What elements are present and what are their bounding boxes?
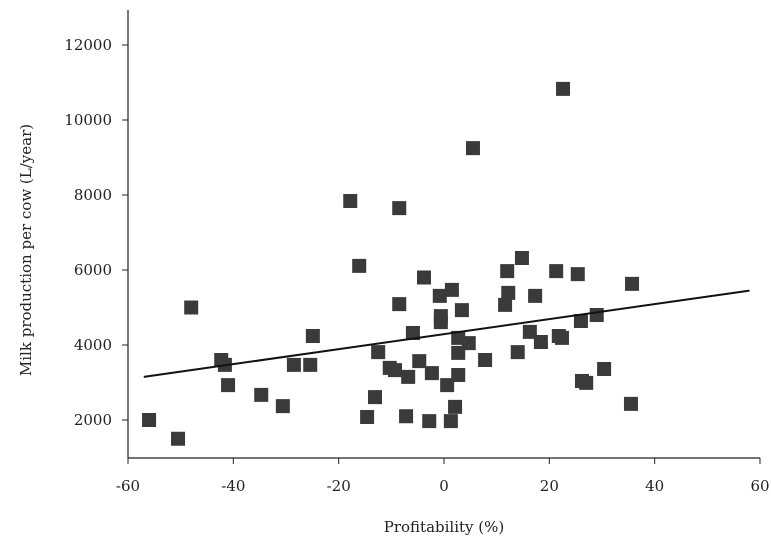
- trend-line: [143, 289, 750, 378]
- point: [451, 330, 466, 345]
- point: [399, 409, 414, 424]
- y-tick-label: 12000: [64, 36, 112, 54]
- x-tick-label: -60: [116, 477, 140, 495]
- point: [303, 357, 318, 372]
- point: [533, 335, 548, 349]
- point: [597, 362, 612, 376]
- point: [433, 315, 448, 330]
- point: [500, 264, 515, 279]
- x-tick-label: 0: [439, 477, 449, 495]
- point: [448, 399, 463, 414]
- point: [514, 251, 529, 265]
- point: [478, 353, 493, 367]
- point: [501, 285, 516, 300]
- point: [392, 201, 407, 216]
- point: [528, 288, 543, 303]
- point: [454, 303, 469, 318]
- x-tick-label: 20: [540, 477, 559, 495]
- x-tick-label: 40: [645, 477, 664, 495]
- point: [343, 194, 358, 208]
- y-tick-label: 10000: [64, 111, 112, 129]
- y-tick-label: 2000: [74, 411, 112, 429]
- point: [510, 345, 525, 360]
- point: [416, 270, 431, 285]
- point: [401, 369, 416, 384]
- point: [522, 324, 537, 339]
- y-tick-label: 6000: [74, 261, 112, 279]
- point: [556, 81, 571, 96]
- point: [579, 375, 594, 390]
- x-tick-label: -20: [327, 477, 351, 495]
- point: [451, 368, 466, 382]
- point: [221, 378, 236, 393]
- point: [461, 336, 476, 351]
- point: [440, 378, 455, 393]
- point: [388, 363, 403, 378]
- point: [465, 141, 480, 156]
- point: [623, 396, 638, 411]
- x-axis-label: Profitability (%): [384, 518, 505, 536]
- point: [570, 267, 585, 282]
- point: [254, 387, 269, 402]
- point: [573, 314, 588, 328]
- x-tick-label: -40: [221, 477, 245, 495]
- point: [286, 357, 301, 372]
- point: [142, 413, 157, 427]
- point: [554, 330, 569, 345]
- point: [444, 282, 459, 297]
- y-tick-label: 8000: [74, 186, 112, 204]
- point: [498, 297, 513, 312]
- x-tick-label: 60: [750, 477, 769, 495]
- point: [625, 276, 640, 291]
- point: [412, 354, 427, 369]
- point: [549, 264, 564, 279]
- point: [305, 329, 320, 343]
- point: [443, 414, 458, 429]
- point: [424, 366, 439, 381]
- point: [171, 431, 186, 446]
- point: [451, 345, 466, 360]
- point: [371, 345, 386, 360]
- point: [184, 300, 199, 315]
- point: [392, 297, 407, 312]
- point: [589, 308, 604, 322]
- y-tick-label: 4000: [74, 336, 112, 354]
- point: [405, 326, 420, 340]
- point: [360, 410, 375, 424]
- point: [368, 390, 383, 405]
- point: [352, 258, 367, 273]
- point: [432, 288, 447, 303]
- point: [422, 414, 437, 429]
- point: [275, 399, 290, 414]
- y-axis-label: Milk production per cow (L/year): [17, 124, 35, 376]
